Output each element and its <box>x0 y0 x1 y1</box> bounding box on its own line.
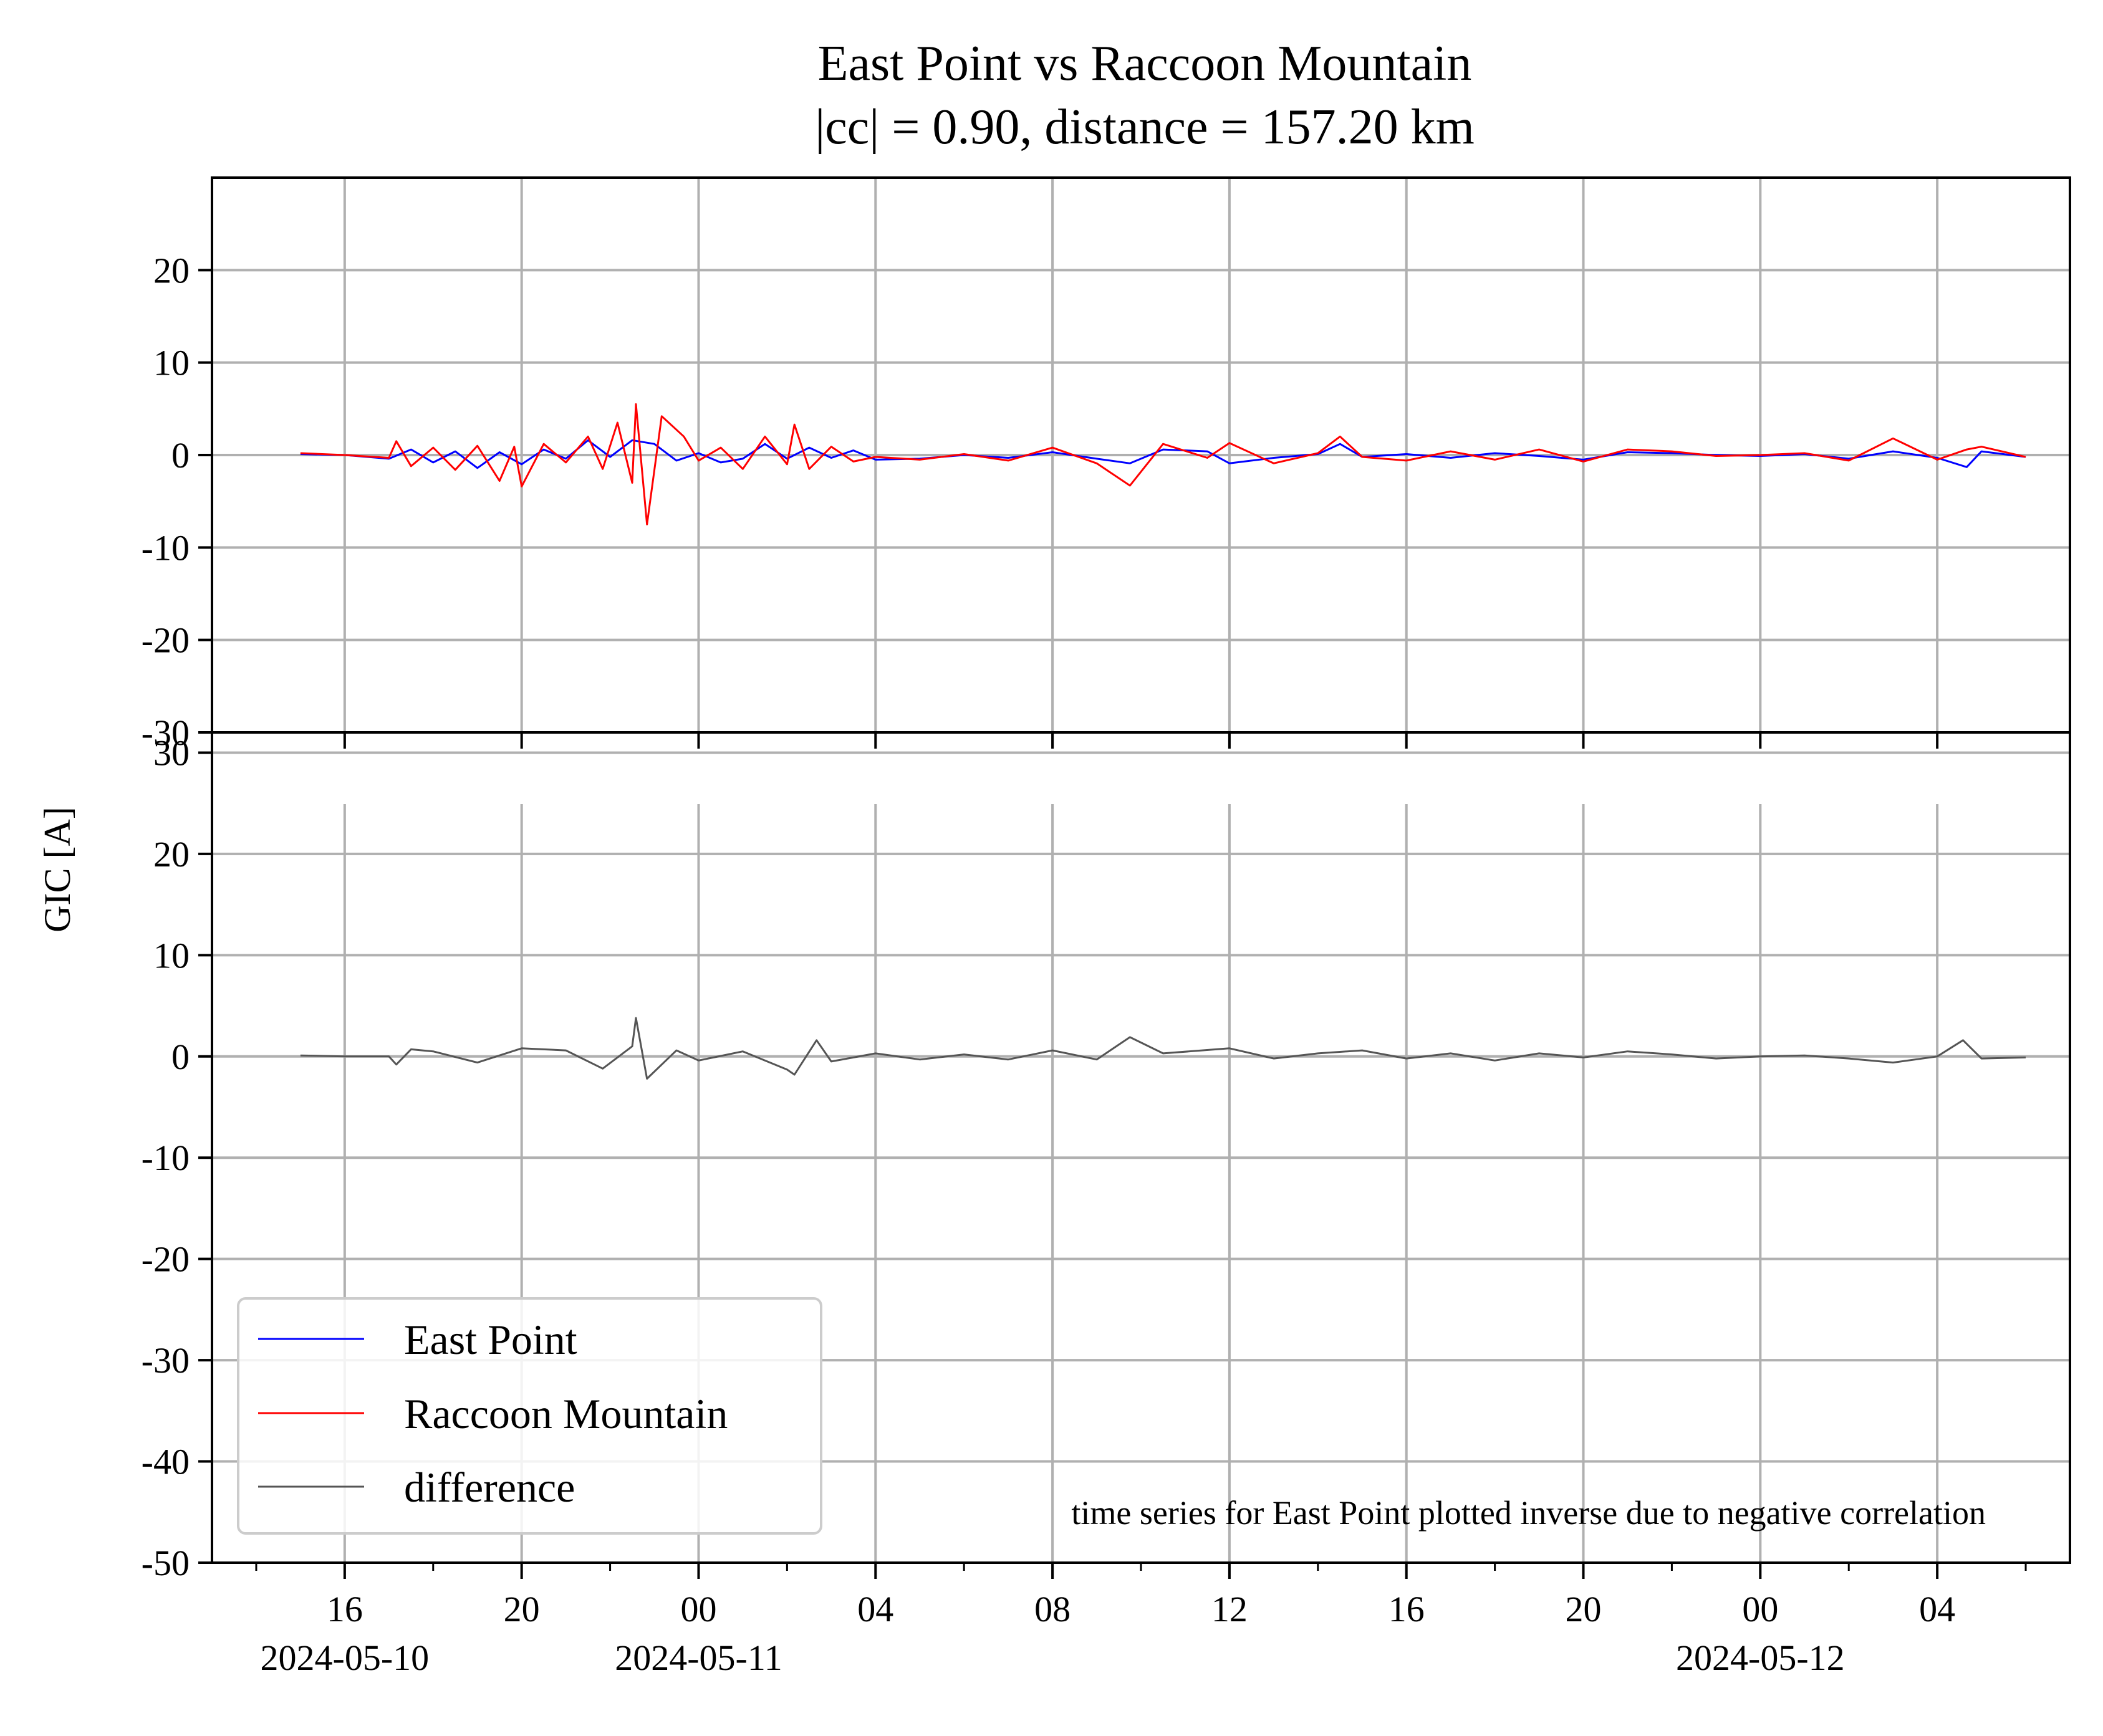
x-date-label: 2024-05-12 <box>1676 1638 1845 1678</box>
x-tick-label: 16 <box>327 1589 363 1629</box>
x-date-label: 2024-05-11 <box>615 1638 782 1678</box>
y-tick-label: 10 <box>153 935 190 976</box>
x-tick-label: 16 <box>1388 1589 1425 1629</box>
y-tick-label: -20 <box>142 620 190 661</box>
x-tick-label: 00 <box>1742 1589 1778 1629</box>
x-tick-label: 12 <box>1211 1589 1248 1629</box>
y-tick-label: -20 <box>142 1239 190 1280</box>
top-panel: 20 10 0 -10 -20 -30 <box>142 176 2071 753</box>
chart-subtitle: |cc| = 0.90, distance = 157.20 km <box>815 100 1475 155</box>
y-axis-label: GIC [A] <box>37 807 78 933</box>
series-line-difference <box>300 1017 2026 1080</box>
y-tick-label: 20 <box>153 834 190 875</box>
legend-label-east-point: East Point <box>404 1316 577 1363</box>
y-tick-label: -30 <box>142 1340 190 1381</box>
x-tick-label: 00 <box>680 1589 716 1629</box>
y-tick-label: 0 <box>171 1037 190 1077</box>
x-tick-label: 04 <box>857 1589 893 1629</box>
y-tick-label: -10 <box>142 527 190 568</box>
y-tick-label: 10 <box>153 343 190 383</box>
legend-label-raccoon-mountain: Raccoon Mountain <box>404 1390 728 1437</box>
bottom-panel-x-ticks: 16 2024-05-10 20 00 2024-05-11 04 08 12 16 20 00 20… <box>255 1563 2027 1678</box>
legend-label-difference: difference <box>404 1464 575 1511</box>
y-tick-label: -50 <box>142 1543 190 1583</box>
y-tick-label: -30 <box>142 712 190 753</box>
bottom-panel: 30 20 10 0 -10 -20 -30 -40 -50 16 2024-05-10 20 00 2… <box>142 731 2071 1678</box>
legend-box <box>237 1297 822 1535</box>
top-panel-x-ticks <box>343 732 1939 749</box>
x-tick-label: 04 <box>1919 1589 1955 1629</box>
y-tick-label: 0 <box>171 435 190 476</box>
series-line-raccoon-mountain <box>300 403 2026 525</box>
chart-annotation: time series for East Point plotted inver… <box>1071 1494 1986 1532</box>
bottom-panel-y-ticks: 30 20 10 0 -10 -20 -30 -40 -50 <box>142 732 212 1583</box>
x-tick-label: 20 <box>1566 1589 1602 1629</box>
legend: East Point Raccoon Mountain difference <box>237 1297 822 1535</box>
y-tick-label: -40 <box>142 1442 190 1482</box>
x-tick-label: 08 <box>1034 1589 1071 1629</box>
top-panel-y-ticks: 20 10 0 -10 -20 -30 <box>142 250 212 753</box>
x-tick-label: 20 <box>504 1589 540 1629</box>
x-date-label: 2024-05-10 <box>261 1638 430 1678</box>
top-panel-series <box>300 403 2026 525</box>
y-tick-label: -10 <box>142 1138 190 1178</box>
bottom-panel-series <box>300 1017 2026 1080</box>
y-tick-label: 20 <box>153 250 190 290</box>
y-tick-label: 30 <box>153 732 190 773</box>
chart-title: East Point vs Raccoon Mountain <box>818 36 1472 91</box>
